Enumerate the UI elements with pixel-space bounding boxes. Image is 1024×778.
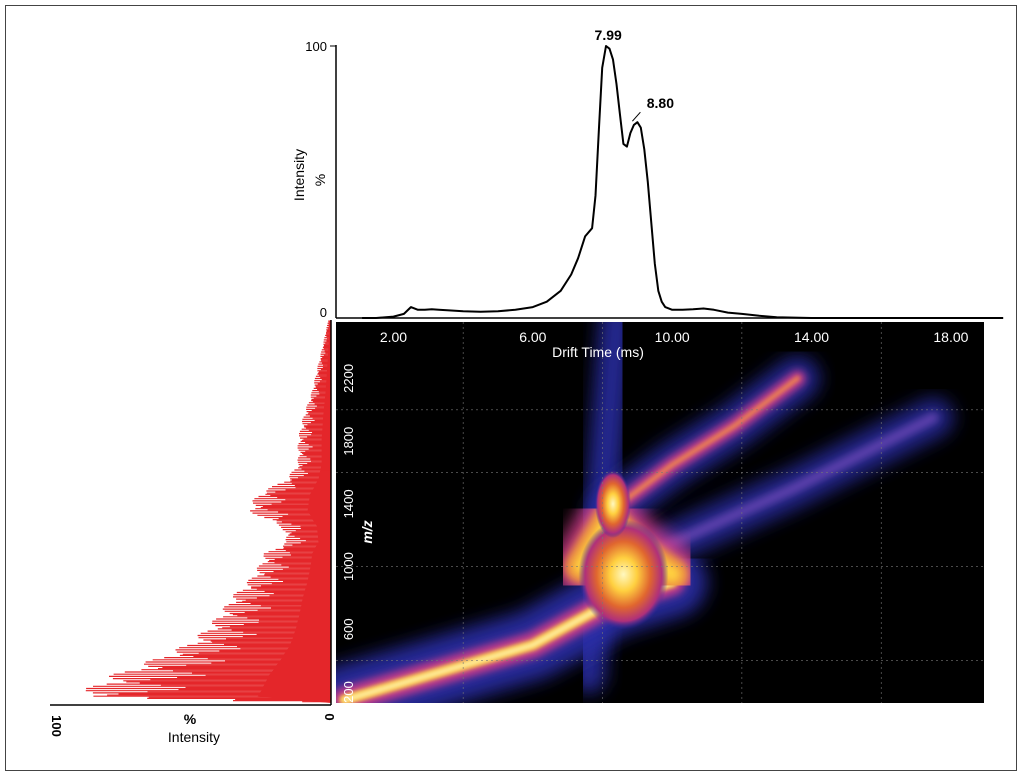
drift-ytick-100: 100 <box>305 39 327 54</box>
heatmap-ytick-label: 600 <box>341 618 356 640</box>
heatmap-grid <box>336 322 984 703</box>
heatmap-ridge-upper-band <box>607 375 801 515</box>
heatmap-hotspot <box>594 469 631 538</box>
ms-xlabel: Intensity <box>168 729 220 745</box>
heatmap-panel: 2.00 6.00 10.00 14.00 18.00 200 600 1000 1400 18… <box>336 322 984 703</box>
heatmap-xtick-label: 14.00 <box>794 329 829 345</box>
drift-trace-line <box>362 45 1004 319</box>
heatmap-signal-group <box>336 322 954 703</box>
heatmap-xtick-label: 10.00 <box>655 329 690 345</box>
drift-ylabel: Intensity <box>291 149 307 201</box>
heatmap-y-ticks: 200 600 1000 1400 1800 2200 <box>341 364 356 703</box>
heatmap-xtick-label: 6.00 <box>519 329 546 345</box>
drift-ylabel-unit: % <box>312 174 328 186</box>
heatmap-ylabel: m/z <box>359 520 375 543</box>
heatmap-xtick-label: 2.00 <box>380 329 407 345</box>
ms-xtick-0: 0 <box>322 713 337 720</box>
heatmap-ytick-label: 1800 <box>341 427 356 456</box>
peak-label: 7.99 <box>595 27 622 43</box>
drift-ytick-0: 0 <box>320 305 327 320</box>
heatmap-x-ticks: 2.00 6.00 10.00 14.00 18.00 <box>380 329 969 345</box>
mass-spectrum-panel: 100 0 % Intensity <box>49 320 337 745</box>
heatmap-ytick-label: 1000 <box>341 552 356 581</box>
ms-xlabel-unit: % <box>184 711 197 727</box>
heatmap-ytick-label: 200 <box>341 681 356 703</box>
ms-xtick-100: 100 <box>49 715 64 737</box>
heatmap-ytick-label: 1400 <box>341 489 356 518</box>
heatmap-ytick-label: 2200 <box>341 364 356 393</box>
drift-trace-group: 7.99 8.80 <box>362 27 1004 319</box>
drift-time-panel: 100 0 % Intensity 7.99 8.80 <box>291 27 1004 320</box>
peak-leader-line <box>632 111 641 122</box>
heatmap-xtick-label: 18.00 <box>933 329 968 345</box>
heatmap-xlabel: Drift Time (ms) <box>552 344 644 360</box>
heatmap-hotspot <box>578 519 669 630</box>
peak-label: 8.80 <box>647 95 674 111</box>
mass-spectrum-bars <box>85 320 331 703</box>
